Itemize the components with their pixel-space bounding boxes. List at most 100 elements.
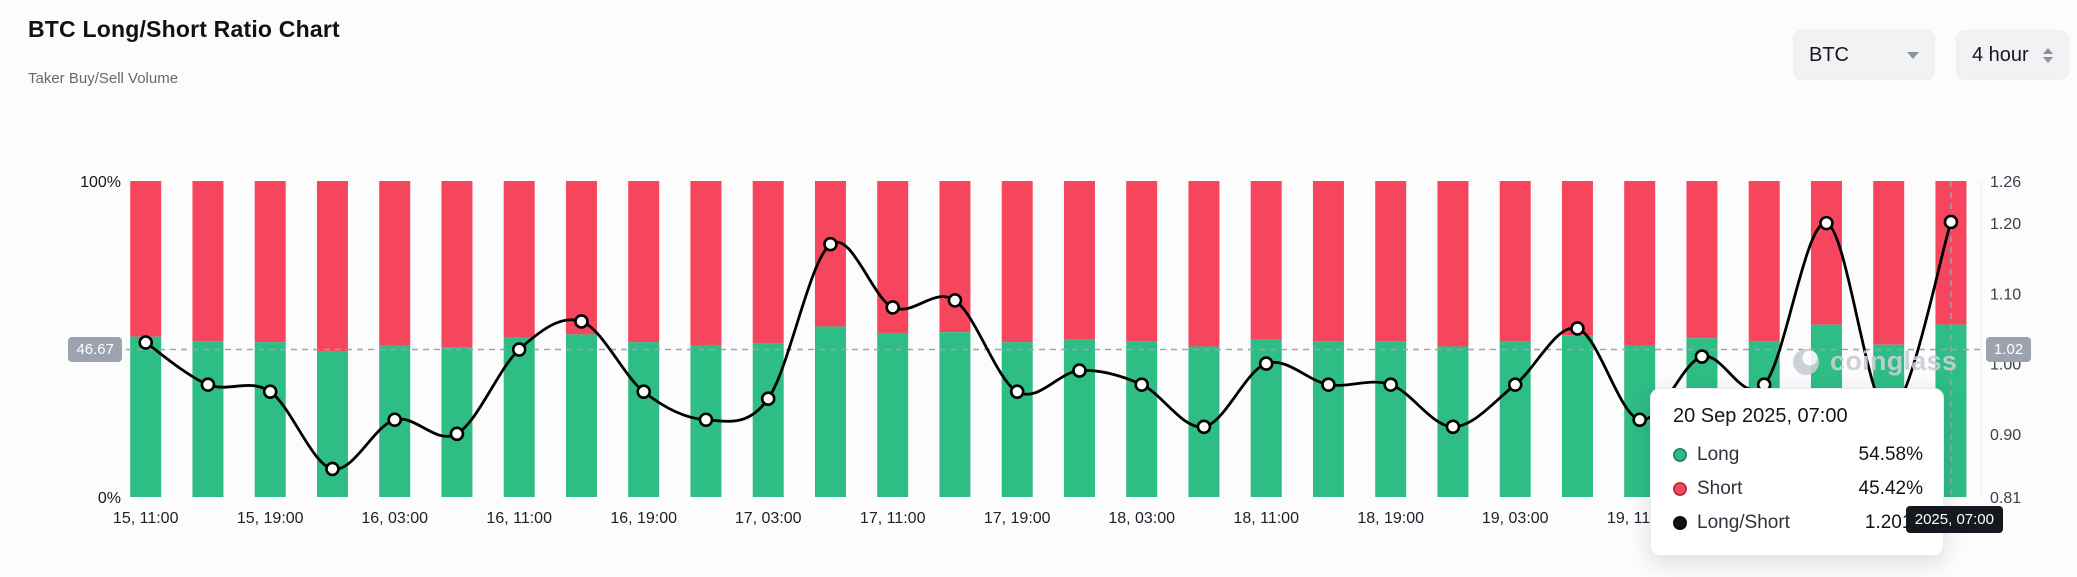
long-bar[interactable] [565,334,597,497]
right-axis-tick: 0.90 [1990,427,2021,444]
ratio-marker[interactable] [1694,349,1710,364]
ratio-marker[interactable] [1196,419,1212,435]
ratio-marker[interactable] [823,236,838,252]
x-axis-tick: 15, 11:00 [113,510,179,527]
ratio-marker[interactable] [262,384,278,399]
short-bar[interactable] [254,181,286,343]
ratio-marker[interactable] [574,314,589,329]
short-dot-icon [1673,482,1687,496]
page-title: BTC Long/Short Ratio Chart [28,16,340,42]
coinglass-watermark: coinglass [1791,346,1957,377]
long-bar[interactable] [628,342,660,497]
x-axis-tick: 18, 03:00 [1108,510,1175,527]
short-bar[interactable] [192,181,224,342]
ratio-marker[interactable] [1632,412,1647,428]
short-bar[interactable] [1126,181,1158,342]
coinglass-logo-icon [1793,348,1819,375]
short-bar[interactable] [130,181,162,337]
short-bar[interactable] [379,181,411,346]
short-bar[interactable] [1748,181,1780,342]
ratio-marker[interactable] [1321,377,1336,392]
short-bar[interactable] [316,181,348,352]
right-axis-tick: 1.10 [1990,286,2021,303]
ratio-marker[interactable] [760,391,776,406]
short-bar[interactable] [1312,181,1344,342]
short-bar[interactable] [690,181,722,346]
x-axis-tick: 18, 19:00 [1357,510,1424,527]
long-bar[interactable] [752,343,784,497]
long-bar[interactable] [1375,341,1407,497]
short-bar[interactable] [1250,181,1282,339]
long-bar[interactable] [1001,342,1033,497]
short-bar[interactable] [1188,181,1220,347]
short-bar[interactable] [441,181,473,348]
x-axis-tick: 16, 19:00 [610,510,677,527]
long-bar[interactable] [939,332,971,497]
short-bar[interactable] [1437,181,1469,347]
ratio-marker[interactable] [1258,356,1274,371]
tooltip-row-ratio: Long/Short 1.2017 [1673,506,1923,540]
short-bar[interactable] [565,181,597,335]
left-axis-tick: 100% [80,174,121,191]
x-axis-tick: 17, 19:00 [984,510,1051,527]
x-axis-tick: 17, 11:00 [860,510,926,527]
long-bar[interactable] [254,342,286,497]
long-bar[interactable] [441,347,473,497]
line-layer [138,214,1959,477]
right-axis-tick: 0.81 [1990,490,2021,507]
watermark-text: coinglass [1830,346,1958,376]
short-bar[interactable] [1561,181,1593,336]
crosshair-layer [126,181,1981,497]
x-axis-tick: 16, 11:00 [486,510,552,527]
ratio-marker[interactable] [947,293,963,308]
short-bar[interactable] [1499,181,1531,342]
x-axis-tick: 17, 03:00 [735,510,802,527]
long-bar[interactable] [1561,335,1593,497]
short-bar[interactable] [1001,181,1033,343]
long-bar[interactable] [1499,341,1531,497]
ratio-marker[interactable] [1819,215,1834,231]
long-bar[interactable] [814,326,846,497]
short-bar[interactable] [1873,181,1905,345]
short-bar[interactable] [1810,181,1842,325]
ratio-marker[interactable] [885,300,901,315]
tooltip-row-label: Long [1697,444,1740,465]
short-bar[interactable] [503,181,535,338]
short-bar[interactable] [1063,181,1095,340]
ratio-marker[interactable] [636,384,652,399]
ratio-marker[interactable] [1445,419,1461,435]
ratio-marker[interactable] [1383,377,1398,392]
ratio-marker[interactable] [387,412,403,428]
x-axis-tick: 18, 11:00 [1233,510,1299,527]
ratio-marker[interactable] [138,335,153,350]
interval-select[interactable]: 4 hour [1956,30,2069,80]
short-bar[interactable] [752,181,784,344]
long-bar[interactable] [192,341,224,497]
short-bar[interactable] [1686,181,1718,339]
ratio-marker[interactable] [200,377,216,392]
ratio-marker[interactable] [1134,377,1149,392]
ratio-marker[interactable] [1072,363,1087,378]
short-bar[interactable] [628,181,660,343]
ratio-marker[interactable] [1570,321,1585,336]
triangle-up-icon [2043,47,2053,54]
long-bar[interactable] [1312,341,1344,497]
short-bar[interactable] [814,181,846,327]
ratio-marker[interactable] [1943,214,1959,230]
tooltip: 20 Sep 2025, 07:00 Long 54.58% Short 45.… [1650,388,1944,556]
tooltip-title: 20 Sep 2025, 07:00 [1673,405,1848,427]
ratio-marker[interactable] [698,412,714,428]
ratio-marker[interactable] [325,461,340,477]
short-bar[interactable] [1624,181,1656,346]
long-bar[interactable] [1126,341,1158,497]
ratio-marker[interactable] [449,426,465,442]
ratio-marker[interactable] [511,342,527,357]
long-bar[interactable] [130,336,162,497]
ratio-marker[interactable] [1507,377,1523,392]
short-bar[interactable] [1375,181,1407,342]
x-axis-tick: 15, 19:00 [237,510,304,527]
ratio-marker[interactable] [1009,384,1025,399]
symbol-select[interactable]: BTC [1793,30,1935,80]
long-bar[interactable] [877,332,909,497]
